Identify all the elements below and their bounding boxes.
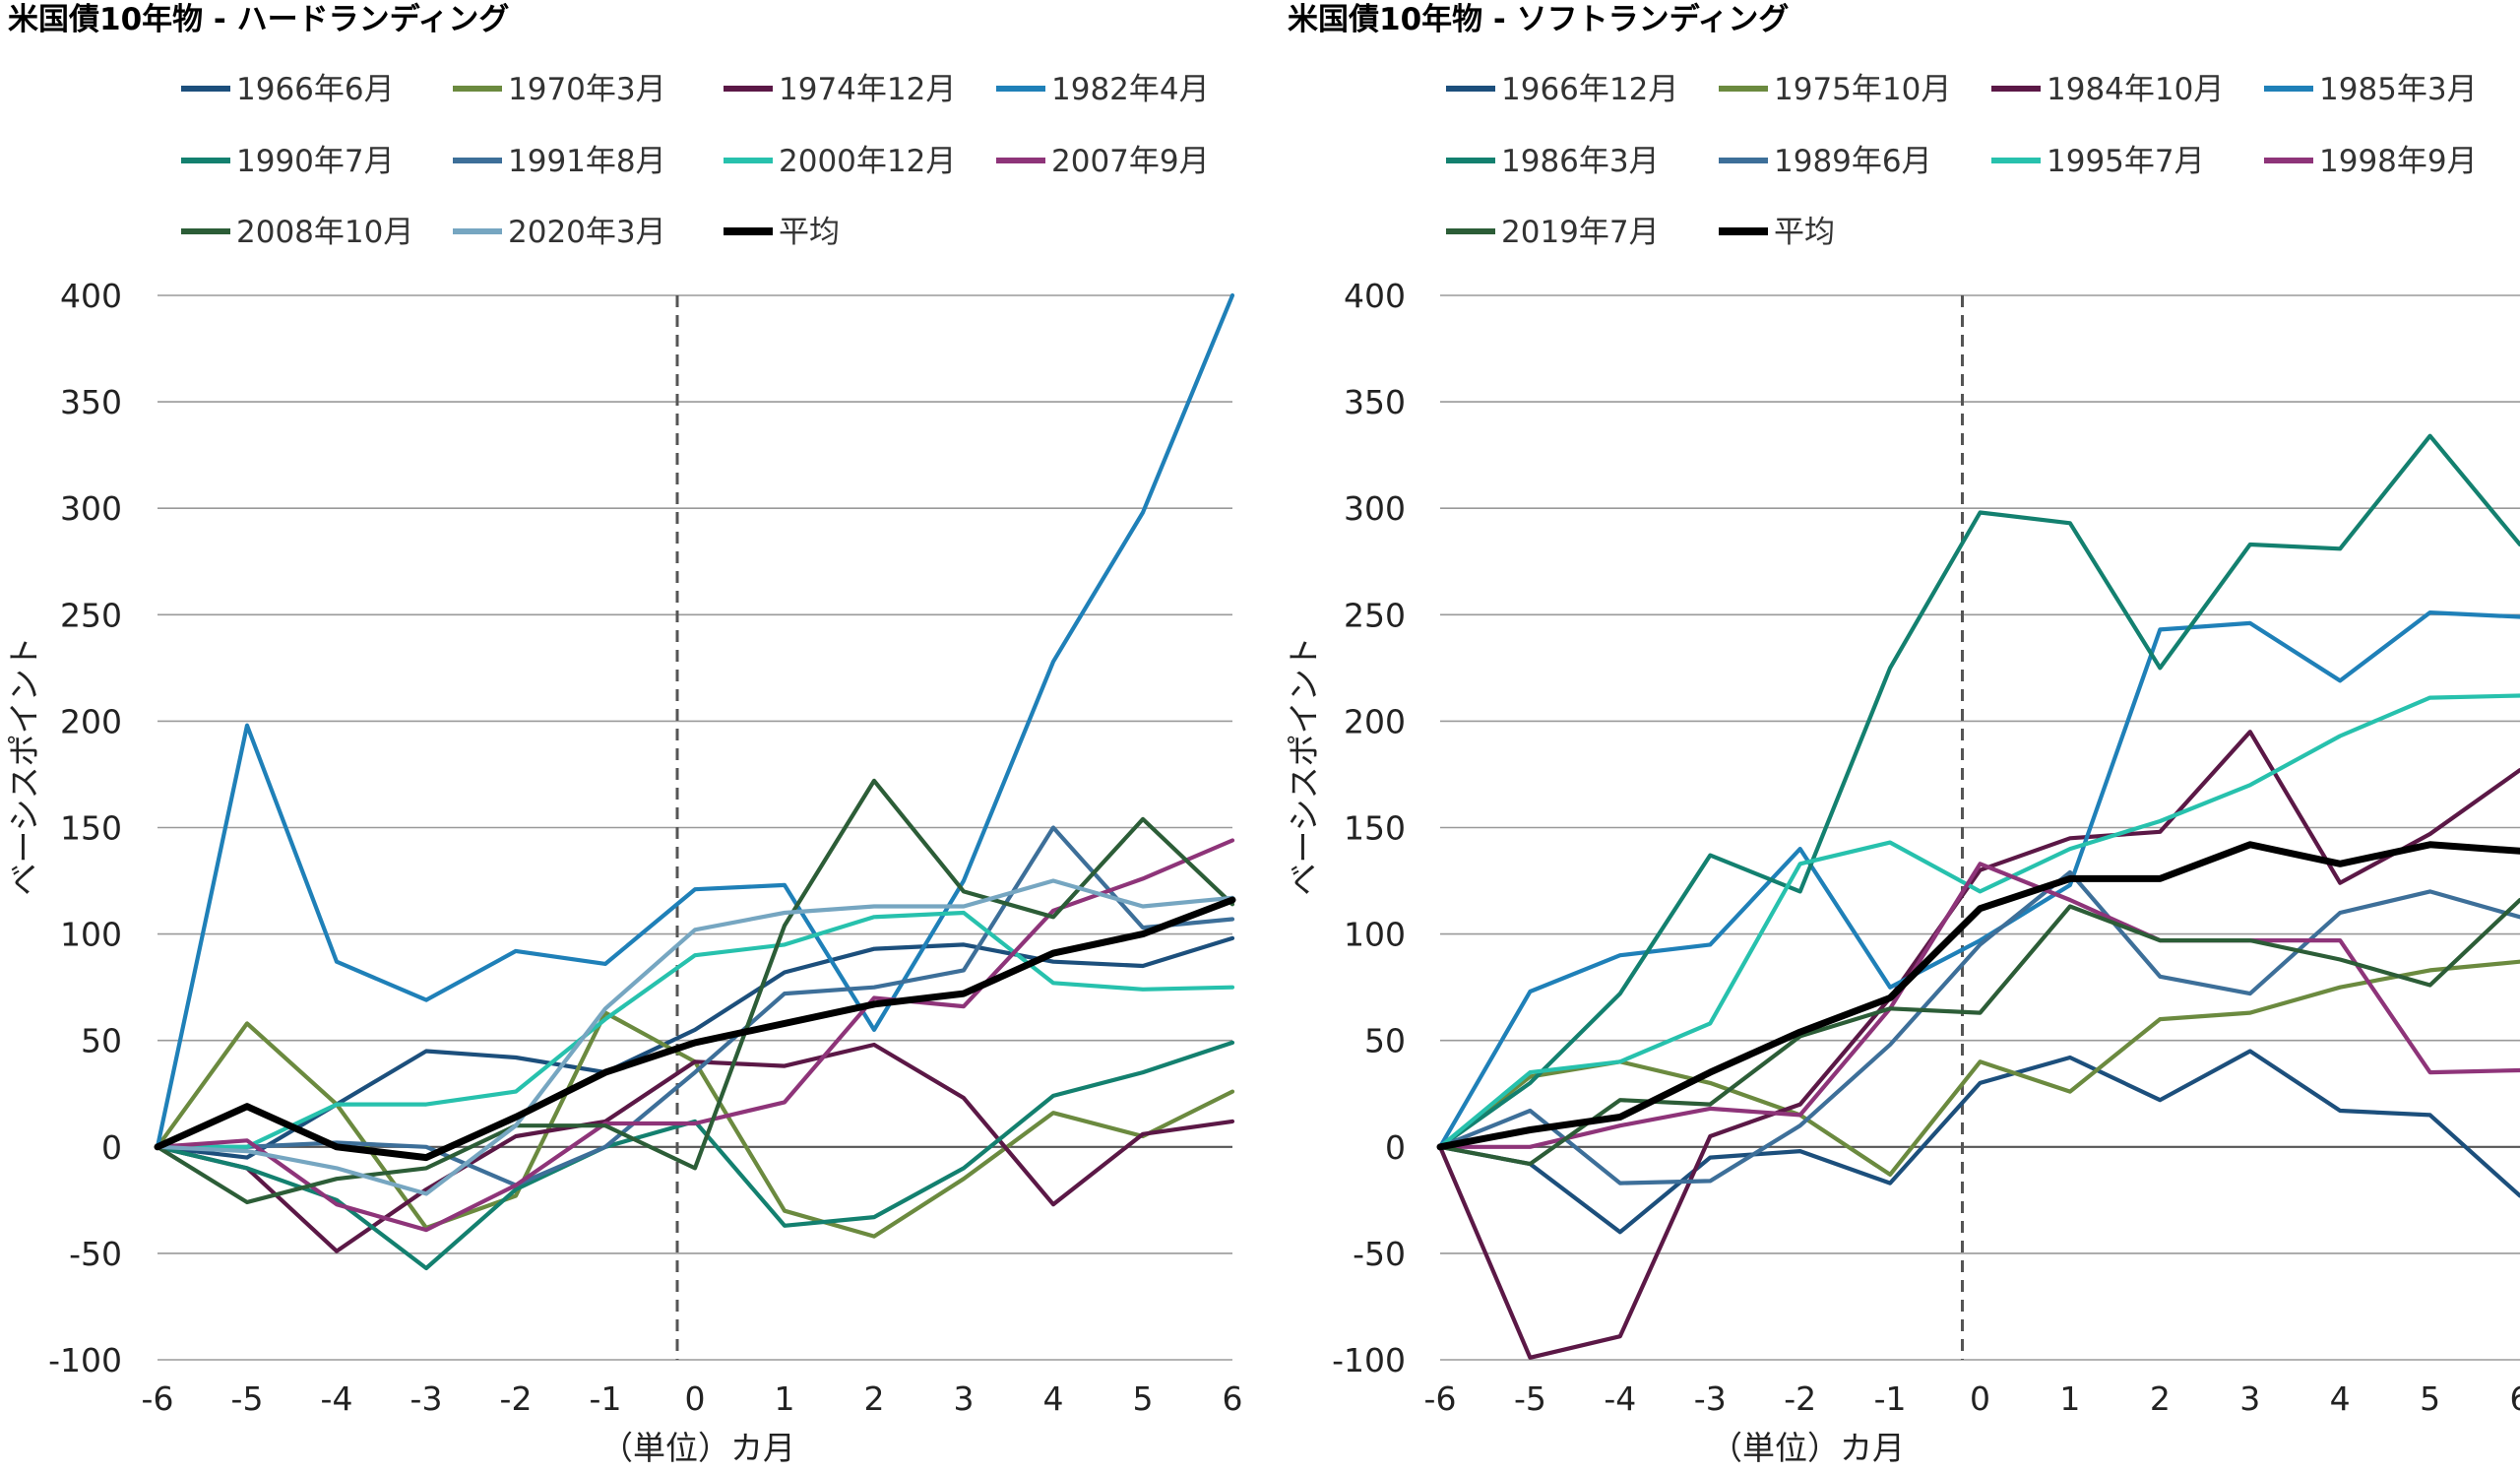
soft-x-tick-label: -6 — [1424, 1379, 1457, 1418]
soft-x-tick-label: 5 — [2420, 1379, 2440, 1418]
soft-series-line — [1437, 433, 2520, 1149]
hard-y-tick-label: -50 — [69, 1235, 122, 1273]
soft-landing-title: 米国債10年物 - ソフトランディング — [1288, 2, 1789, 37]
hard-x-tick-label: 2 — [864, 1379, 885, 1418]
soft-legend-label: 1975年10月 — [1774, 72, 1951, 107]
soft-legend-label: 1986年3月 — [1501, 144, 1660, 179]
soft-series-line — [1437, 1049, 2520, 1235]
hard-legend-label: 1970年3月 — [508, 72, 666, 107]
soft-x-tick-label: -1 — [1874, 1379, 1907, 1418]
hard-legend-label: 1982年4月 — [1051, 72, 1210, 107]
soft-x-tick-label: 2 — [2150, 1379, 2171, 1418]
hard-legend-label: 2008年10月 — [236, 215, 413, 250]
hard-y-tick-label: 350 — [60, 383, 122, 421]
hard-y-tick-label: 300 — [60, 489, 122, 528]
soft-y-tick-label: 350 — [1344, 383, 1406, 421]
hard-legend-label: 1990年7月 — [236, 144, 395, 179]
soft-x-tick-label: 4 — [2330, 1379, 2351, 1418]
hard-legend-label: 2007年9月 — [1051, 144, 1210, 179]
hard-x-tick-label: -3 — [410, 1379, 443, 1418]
soft-series-line — [1437, 897, 2520, 1167]
soft-x-tick-label: 0 — [1970, 1379, 1990, 1418]
soft-landing-x-axis-label: （単位）カ月 — [1710, 1429, 1905, 1467]
hard-x-tick-label: 0 — [685, 1379, 706, 1418]
soft-legend-label: 1984年10月 — [2047, 72, 2224, 107]
soft-legend-label: 平均 — [1774, 215, 1835, 250]
soft-landing-panel: 米国債10年物 - ソフトランディング （単位）カ月 ベーシスポイント -100… — [1285, 2, 2520, 1467]
hard-legend-label: 1974年12月 — [779, 72, 956, 107]
hard-y-tick-label: 200 — [60, 702, 122, 740]
soft-y-tick-label: 150 — [1344, 809, 1406, 848]
soft-x-tick-label: -3 — [1694, 1379, 1727, 1418]
soft-x-tick-label: -2 — [1784, 1379, 1816, 1418]
hard-landing-title: 米国債10年物 - ハードランディング — [8, 2, 509, 37]
hard-series-line — [155, 878, 1235, 1196]
hard-y-tick-label: 250 — [60, 596, 122, 634]
hard-series-line — [155, 292, 1235, 1149]
hard-landing-panel: 米国債10年物 - ハードランディング （単位）カ月 ベーシスポイント -100… — [5, 2, 1243, 1467]
hard-series-line — [155, 825, 1235, 1187]
soft-legend-label: 1966年12月 — [1501, 72, 1678, 107]
soft-x-tick-label: -5 — [1514, 1379, 1546, 1418]
hard-y-tick-label: 100 — [60, 916, 122, 954]
soft-y-tick-label: 100 — [1344, 916, 1406, 954]
soft-legend-label: 1985年3月 — [2319, 72, 2478, 107]
hard-x-tick-label: 5 — [1133, 1379, 1154, 1418]
hard-legend-label: 平均 — [779, 215, 840, 250]
soft-y-tick-label: 0 — [1385, 1128, 1406, 1167]
soft-x-tick-label: -4 — [1604, 1379, 1636, 1418]
hard-x-tick-label: 3 — [954, 1379, 975, 1418]
hard-landing-x-axis-label: （単位）カ月 — [600, 1429, 795, 1467]
hard-x-tick-label: -1 — [590, 1379, 622, 1418]
hard-legend-label: 2000年12月 — [779, 144, 956, 179]
soft-legend-label: 2019年7月 — [1501, 215, 1660, 250]
soft-y-tick-label: -100 — [1332, 1341, 1406, 1379]
soft-x-tick-label: 1 — [2059, 1379, 2080, 1418]
soft-legend-label: 1998年9月 — [2319, 144, 2478, 179]
soft-legend-label: 1995年7月 — [2047, 144, 2205, 179]
hard-series-line — [155, 910, 1235, 1149]
soft-series-line — [1437, 693, 2520, 1149]
soft-y-tick-label: 400 — [1344, 277, 1406, 315]
soft-y-tick-label: 200 — [1344, 702, 1406, 740]
hard-x-tick-label: -5 — [231, 1379, 264, 1418]
soft-series-line — [1436, 841, 2520, 1151]
hard-y-tick-label: 0 — [101, 1128, 122, 1167]
hard-x-tick-label: 4 — [1043, 1379, 1064, 1418]
soft-landing-y-axis-label: ベーシスポイント — [1285, 636, 1323, 895]
hard-y-tick-label: -100 — [48, 1341, 122, 1379]
soft-x-tick-label: 6 — [2510, 1379, 2520, 1418]
hard-y-tick-label: 150 — [60, 809, 122, 848]
hard-series-line — [155, 778, 1235, 1205]
soft-y-tick-label: 250 — [1344, 596, 1406, 634]
soft-series-line — [1437, 869, 2520, 1186]
hard-x-tick-label: 6 — [1223, 1379, 1243, 1418]
hard-y-tick-label: 50 — [81, 1022, 122, 1060]
hard-x-tick-label: -6 — [142, 1379, 174, 1418]
hard-x-tick-label: 1 — [775, 1379, 795, 1418]
hard-x-tick-label: -2 — [500, 1379, 533, 1418]
hard-series-line — [155, 838, 1235, 1233]
hard-x-tick-label: -4 — [321, 1379, 353, 1418]
hard-series-line — [154, 896, 1236, 1162]
hard-y-tick-label: 400 — [60, 277, 122, 315]
soft-series-line — [1437, 730, 2520, 1360]
hard-landing-y-axis-label: ベーシスポイント — [5, 636, 43, 895]
hard-legend-label: 1966年6月 — [236, 72, 395, 107]
soft-x-tick-label: 3 — [2239, 1379, 2260, 1418]
soft-series-line — [1437, 862, 2520, 1149]
soft-legend-label: 1989年6月 — [1774, 144, 1932, 179]
hard-series-line — [155, 1042, 1235, 1253]
hard-legend-label: 2020年3月 — [508, 215, 666, 250]
soft-y-tick-label: 300 — [1344, 489, 1406, 528]
soft-series-line — [1437, 609, 2520, 1149]
hard-legend-label: 1991年8月 — [508, 144, 666, 179]
soft-y-tick-label: -50 — [1353, 1235, 1406, 1273]
soft-y-tick-label: 50 — [1364, 1022, 1406, 1060]
soft-series-line — [1437, 959, 2520, 1178]
